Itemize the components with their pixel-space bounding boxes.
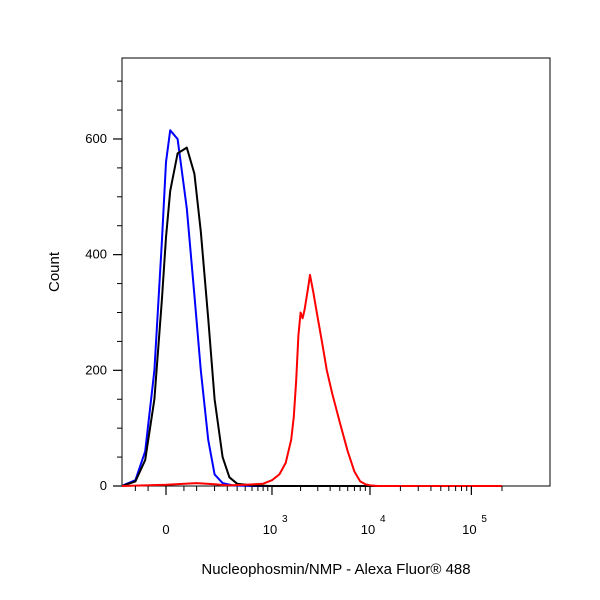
x-tick-exponent: 4 [380,514,386,525]
series-line-3 [121,273,502,487]
y-tick-label: 200 [85,362,107,377]
x-axis-title: Nucleophosmin/NMP - Alexa Fluor® 488 [201,561,470,578]
x-minor-ticks [134,486,503,491]
y-axis-ticks: 0 200 400 600 [85,131,122,493]
y-minor-ticks [117,80,122,458]
x-tick-label: 10 [263,522,277,537]
x-tick-label: 10 [462,522,476,537]
y-tick-label: 400 [85,247,107,262]
x-axis-ticks: 0 10 3 10 4 10 5 [162,486,487,537]
series-layer [121,129,502,487]
x-tick-label: 0 [162,522,169,537]
x-tick-exponent: 3 [282,514,288,525]
series-line-2 [121,146,502,487]
y-tick-label: 0 [100,478,107,493]
plot-area [121,57,551,487]
y-tick-label: 600 [85,131,107,146]
x-tick-exponent: 5 [481,514,487,525]
y-axis-title: Count [46,251,63,292]
x-tick-label: 10 [361,522,375,537]
